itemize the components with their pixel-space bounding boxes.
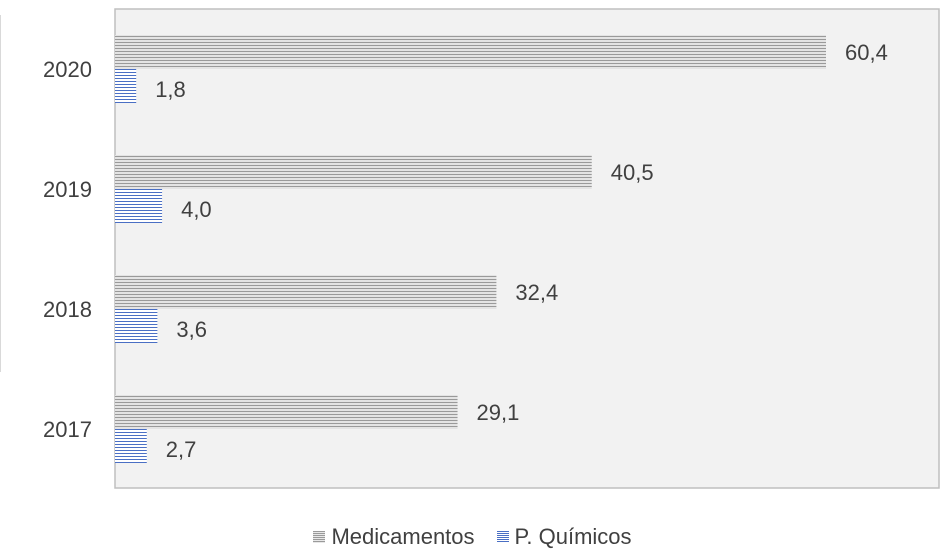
- data-label-p-quimicos-2020: 1,8: [155, 77, 186, 102]
- data-label-p-quimicos-2018: 3,6: [176, 317, 207, 342]
- data-label-medicamentos-2018: 32,4: [515, 280, 558, 305]
- bar-p-quimicos-2018: [115, 309, 158, 343]
- legend-label-medicamentos: Medicamentos: [331, 524, 475, 549]
- bar-chart: 2020 60,4 1,8 2019 40,5 4,0 2018 32,4 3,6 2017 29,…: [0, 8, 940, 489]
- data-label-medicamentos-2019: 40,5: [611, 160, 654, 185]
- category-label-2020: 2020: [43, 57, 92, 82]
- category-label-2017: 2017: [43, 417, 92, 442]
- bar-medicamentos-2019: [115, 155, 592, 189]
- data-label-medicamentos-2020: 60,4: [845, 40, 888, 65]
- category-label-2019: 2019: [43, 177, 92, 202]
- bar-medicamentos-2020: [115, 35, 826, 69]
- data-label-medicamentos-2017: 29,1: [477, 400, 520, 425]
- legend-label-p-quimicos: P. Químicos: [514, 524, 632, 549]
- legend-swatch-p-quimicos: [496, 531, 509, 543]
- bar-p-quimicos-2020: [115, 69, 137, 103]
- bar-medicamentos-2017: [115, 395, 458, 429]
- legend-swatch-medicamentos: [313, 531, 326, 543]
- data-label-p-quimicos-2017: 2,7: [166, 437, 197, 462]
- data-label-p-quimicos-2019: 4,0: [181, 197, 212, 222]
- legend-item-medicamentos: Medicamentos: [313, 524, 475, 549]
- category-label-2018: 2018: [43, 297, 92, 322]
- bar-medicamentos-2018: [115, 275, 497, 309]
- legend-item-p-quimicos: P. Químicos: [496, 524, 632, 549]
- bar-p-quimicos-2019: [115, 189, 163, 223]
- bar-p-quimicos-2017: [115, 429, 147, 463]
- legend: Medicamentos P. Químicos: [0, 526, 945, 548]
